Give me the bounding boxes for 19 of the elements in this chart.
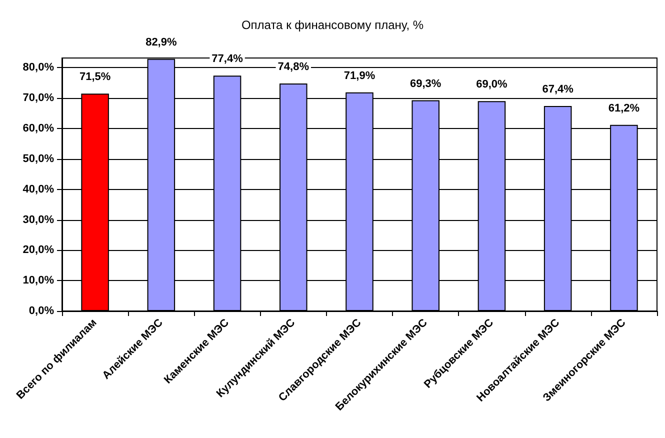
data-label: 69,3% (410, 78, 442, 90)
chart-title: Оплата к финансовому плану, % (241, 18, 424, 32)
y-tick-label: 10,0% (22, 274, 54, 287)
data-label: 69,0% (476, 78, 508, 91)
data-label: 71,5% (79, 71, 111, 84)
data-label: 74,8% (278, 61, 310, 74)
data-label: 61,2% (608, 102, 640, 114)
data-label: 71,9% (344, 70, 376, 82)
y-tick-label: 70,0% (22, 92, 54, 104)
y-tick-label: 50,0% (22, 152, 54, 165)
y-tick-label: 20,0% (22, 244, 54, 256)
y-tick-label: 80,0% (22, 62, 54, 74)
data-label: 77,4% (212, 53, 244, 66)
y-tick-label: 0,0% (28, 305, 54, 317)
data-label: 67,4% (542, 84, 574, 96)
y-tick-label: 30,0% (22, 214, 54, 226)
y-tick-label: 40,0% (22, 183, 54, 196)
data-label: 82,9% (146, 36, 177, 48)
y-tick-label: 60,0% (22, 122, 54, 135)
